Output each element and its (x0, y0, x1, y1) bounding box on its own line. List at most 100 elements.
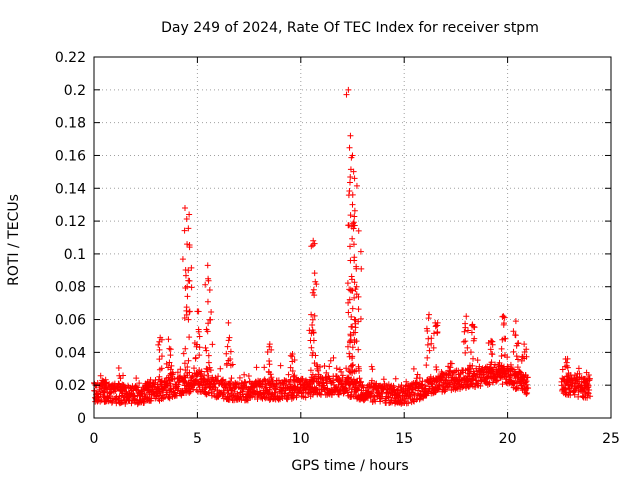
data-point (348, 154, 355, 161)
data-point (99, 385, 106, 392)
data-point (326, 363, 333, 370)
data-point (101, 388, 108, 395)
data-point (177, 366, 184, 373)
data-point (277, 362, 284, 369)
data-point (166, 376, 173, 383)
data-point (289, 368, 296, 375)
data-point (261, 364, 268, 371)
data-point (369, 366, 376, 373)
data-point (488, 338, 495, 345)
data-point (512, 332, 519, 339)
y-tick-label: 0.04 (55, 345, 86, 361)
data-point (411, 391, 418, 398)
data-point (501, 352, 508, 359)
data-point (311, 270, 318, 277)
data-point (206, 316, 213, 323)
data-point (355, 227, 362, 234)
data-point (430, 330, 437, 337)
data-point (184, 283, 191, 290)
data-point (309, 322, 316, 329)
data-point (335, 382, 342, 389)
data-point (351, 175, 358, 182)
data-point (188, 264, 195, 271)
axis-ticks: 0 5 10 15 20 25 0 0.02 0.04 0.06 0.08 0.1 0.12 0.14 0.… (55, 50, 620, 447)
data-point (587, 393, 594, 400)
data-point (193, 343, 200, 350)
data-point (425, 389, 432, 396)
data-point (291, 372, 298, 379)
data-point (499, 381, 506, 388)
data-point (221, 389, 228, 396)
data-point (348, 223, 355, 230)
data-point (581, 378, 588, 385)
data-point (208, 309, 215, 316)
data-point (185, 316, 192, 323)
data-point (468, 329, 475, 336)
data-point (158, 378, 165, 385)
data-point (352, 286, 359, 293)
data-point (514, 364, 521, 371)
data-point (355, 346, 362, 353)
data-point (120, 372, 127, 379)
data-point (489, 341, 496, 348)
data-point (264, 348, 271, 355)
data-point (94, 390, 101, 397)
data-point (241, 371, 248, 378)
data-point (179, 256, 186, 263)
data-point (414, 371, 421, 378)
data-point (156, 366, 163, 373)
data-point (179, 389, 186, 396)
data-point (348, 313, 355, 320)
data-point (154, 384, 161, 391)
data-point (266, 369, 273, 376)
data-point (469, 362, 476, 369)
data-point (100, 378, 107, 385)
data-point (351, 378, 358, 385)
data-point (369, 388, 376, 395)
data-point (470, 355, 477, 362)
data-point (109, 398, 116, 405)
data-point (181, 314, 188, 321)
data-point (225, 337, 232, 344)
x-axis-label: GPS time / hours (291, 458, 408, 474)
data-point (410, 397, 417, 404)
data-point (338, 368, 345, 375)
data-point (293, 392, 300, 399)
data-point (266, 384, 273, 391)
data-point (184, 241, 191, 248)
data-point (351, 368, 358, 375)
data-point (368, 363, 375, 370)
data-point (379, 390, 386, 397)
data-point (351, 222, 358, 229)
data-point (424, 341, 431, 348)
data-point (287, 376, 294, 383)
data-point (117, 384, 124, 391)
data-point (343, 91, 350, 98)
data-point (392, 375, 399, 382)
data-point (346, 144, 353, 151)
data-point (204, 376, 211, 383)
data-point (586, 375, 593, 382)
data-point (192, 354, 199, 361)
data-point (359, 381, 366, 388)
data-point (290, 373, 297, 380)
data-point (368, 390, 375, 397)
data-point (522, 371, 529, 378)
data-point (307, 367, 314, 374)
data-point (349, 191, 356, 198)
data-point (234, 390, 241, 397)
data-point (306, 327, 313, 334)
data-point (225, 319, 232, 326)
data-point (349, 353, 356, 360)
data-point (464, 366, 471, 373)
data-point (428, 340, 435, 347)
data-point (565, 371, 572, 378)
data-point (500, 320, 507, 327)
data-point (165, 336, 172, 343)
data-point (156, 373, 163, 380)
data-point (357, 315, 364, 322)
data-point (185, 357, 192, 364)
data-point (498, 353, 505, 360)
data-point (158, 353, 165, 360)
data-point (191, 339, 198, 346)
